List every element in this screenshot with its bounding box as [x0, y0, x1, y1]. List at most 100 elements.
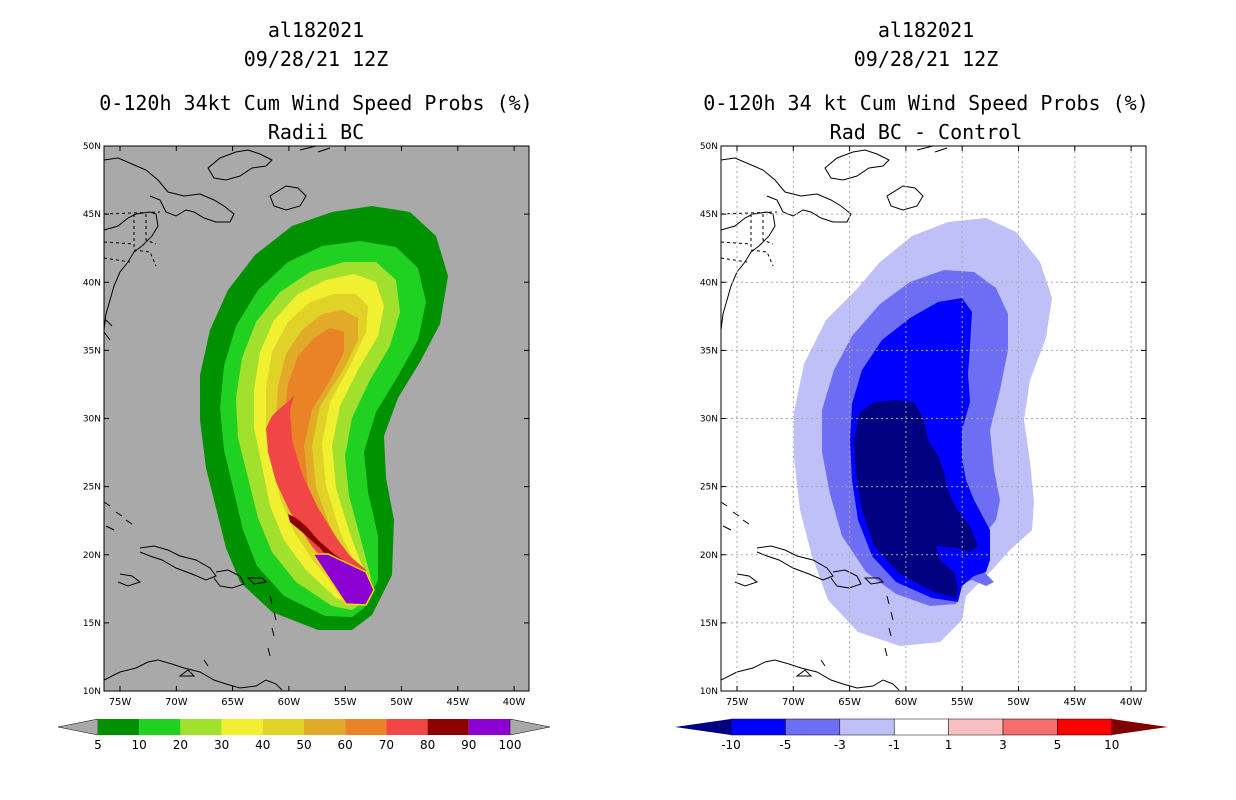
- colorbar-arrow-left: [57, 718, 99, 736]
- y-tick-label: 25N: [700, 483, 718, 493]
- colorbar-arrow-right: [1111, 719, 1168, 735]
- diff-contour-darkest: [854, 400, 978, 598]
- colorbar-label: 5: [1054, 738, 1062, 752]
- colorbar-swatch: [427, 719, 469, 735]
- y-tick-label: 30N: [83, 415, 101, 425]
- colorbar-label: -5: [779, 738, 791, 752]
- colorbar-swatch: [730, 718, 786, 736]
- y-tick-label: 40N: [83, 278, 101, 288]
- colorbar-swatch: [839, 718, 895, 736]
- left-map: 75W 70W 65W 60W 55W 50W 45W 40W 50N 45N 40N 35N 30N…: [83, 142, 530, 708]
- x-tick-label: 50W: [1007, 697, 1030, 708]
- right-coastlines: [721, 146, 948, 691]
- colorbar-label: 60: [338, 738, 353, 752]
- colorbar-label: 5: [94, 738, 102, 752]
- left-date: 09/28/21 12Z: [243, 47, 389, 71]
- right-y-axis: 50N 45N 40N 35N 30N 25N 20N 15N 10N: [700, 142, 1146, 697]
- y-tick-label: 15N: [83, 619, 101, 629]
- left-x-axis: 75W 70W 65W 60W 55W 50W 45W 40W: [109, 146, 526, 708]
- x-tick-label: 45W: [1063, 697, 1086, 708]
- y-tick-label: 35N: [700, 346, 718, 356]
- colorbar-swatch: [304, 719, 346, 735]
- y-tick-label: 45N: [83, 210, 101, 220]
- colorbar-swatch: [785, 718, 841, 736]
- x-tick-label: 75W: [726, 697, 749, 708]
- x-tick-label: 65W: [221, 697, 244, 708]
- x-tick-label: 60W: [278, 697, 301, 708]
- colorbar-label: 1: [945, 738, 953, 752]
- left-probability-contours: [104, 146, 448, 691]
- colorbar-swatch: [1057, 718, 1113, 736]
- colorbar-swatch: [262, 719, 304, 735]
- colorbar-label: -10: [721, 738, 741, 752]
- colorbar-label: -1: [888, 738, 900, 752]
- prob-contour-60: [284, 328, 356, 592]
- y-tick-label: 25N: [83, 483, 101, 493]
- colorbar-swatch: [180, 719, 222, 735]
- left-map-title: 0-120h 34kt Cum Wind Speed Probs (%): [99, 91, 533, 115]
- y-tick-label: 50N: [700, 142, 718, 152]
- colorbar-label: 100: [499, 738, 522, 752]
- left-map-subtitle: Radii BC: [267, 120, 365, 144]
- y-tick-label: 45N: [700, 210, 718, 220]
- x-tick-label: 65W: [838, 697, 861, 708]
- left-boundaries: [104, 211, 161, 267]
- x-tick-label: 70W: [782, 697, 805, 708]
- x-tick-label: 55W: [334, 697, 357, 708]
- y-tick-label: 10N: [83, 687, 101, 697]
- colorbar-swatch: [948, 718, 1004, 736]
- right-x-axis: 75W 70W 65W 60W 55W 50W 45W 40W: [726, 146, 1143, 708]
- colorbar-label: -3: [834, 738, 846, 752]
- x-tick-label: 40W: [503, 697, 526, 708]
- colorbar-swatch: [1002, 718, 1058, 736]
- x-tick-label: 55W: [951, 697, 974, 708]
- colorbar-label: 3: [999, 738, 1007, 752]
- colorbar-label: 80: [420, 738, 435, 752]
- right-date: 09/28/21 12Z: [853, 47, 999, 71]
- right-colorbar: -10 -5 -3 -1 1 3 5 10: [675, 718, 1168, 752]
- y-tick-label: 35N: [83, 346, 101, 356]
- colorbar-swatch: [386, 719, 428, 735]
- left-storm-id: al182021: [267, 18, 365, 42]
- y-tick-label: 40N: [700, 278, 718, 288]
- left-y-axis: 50N 45N 40N 35N 30N 25N 20N 15N 10N: [83, 142, 529, 697]
- x-tick-label: 50W: [390, 697, 413, 708]
- right-storm-id: al182021: [877, 18, 975, 42]
- right-boundaries: [721, 211, 778, 267]
- x-tick-label: 45W: [446, 697, 469, 708]
- x-tick-label: 40W: [1120, 697, 1143, 708]
- right-map-title: 0-120h 34 kt Cum Wind Speed Probs (%): [703, 91, 1149, 115]
- left-colorbar: 5 10 20 30 40 50 60 70 80 90 100: [57, 718, 551, 752]
- y-tick-label: 20N: [700, 551, 718, 561]
- colorbar-swatch: [345, 719, 387, 735]
- right-difference-contours: [721, 146, 1146, 691]
- y-tick-label: 50N: [83, 142, 101, 152]
- right-map-subtitle: Rad BC - Control: [829, 120, 1023, 144]
- colorbar-label: 10: [132, 738, 147, 752]
- x-tick-label: 60W: [895, 697, 918, 708]
- colorbar-arrow-left: [675, 719, 731, 735]
- colorbar-label: 50: [296, 738, 311, 752]
- colorbar-swatch: [221, 719, 263, 735]
- colorbar-label: 20: [173, 738, 188, 752]
- colorbar-swatch: [893, 718, 949, 736]
- colorbar-label: 40: [255, 738, 270, 752]
- colorbar-swatch: [139, 719, 181, 735]
- x-tick-label: 75W: [109, 697, 132, 708]
- x-tick-label: 70W: [165, 697, 188, 708]
- y-tick-label: 10N: [700, 687, 718, 697]
- colorbar-arrow-right: [509, 718, 551, 736]
- colorbar-swatch: [98, 719, 140, 735]
- right-map: 75W 70W 65W 60W 55W 50W 45W 40W 50N 45N 40N 35N 30N…: [700, 142, 1147, 708]
- colorbar-swatch: [468, 719, 510, 735]
- colorbar-label: 70: [379, 738, 394, 752]
- right-gridlines: [721, 146, 1146, 691]
- y-tick-label: 15N: [700, 619, 718, 629]
- prob-contour-70: [266, 396, 366, 590]
- y-tick-label: 30N: [700, 415, 718, 425]
- colorbar-label: 10: [1104, 738, 1119, 752]
- colorbar-label: 30: [214, 738, 229, 752]
- colorbar-label: 90: [461, 738, 476, 752]
- left-coastlines: [104, 146, 331, 691]
- y-tick-label: 20N: [83, 551, 101, 561]
